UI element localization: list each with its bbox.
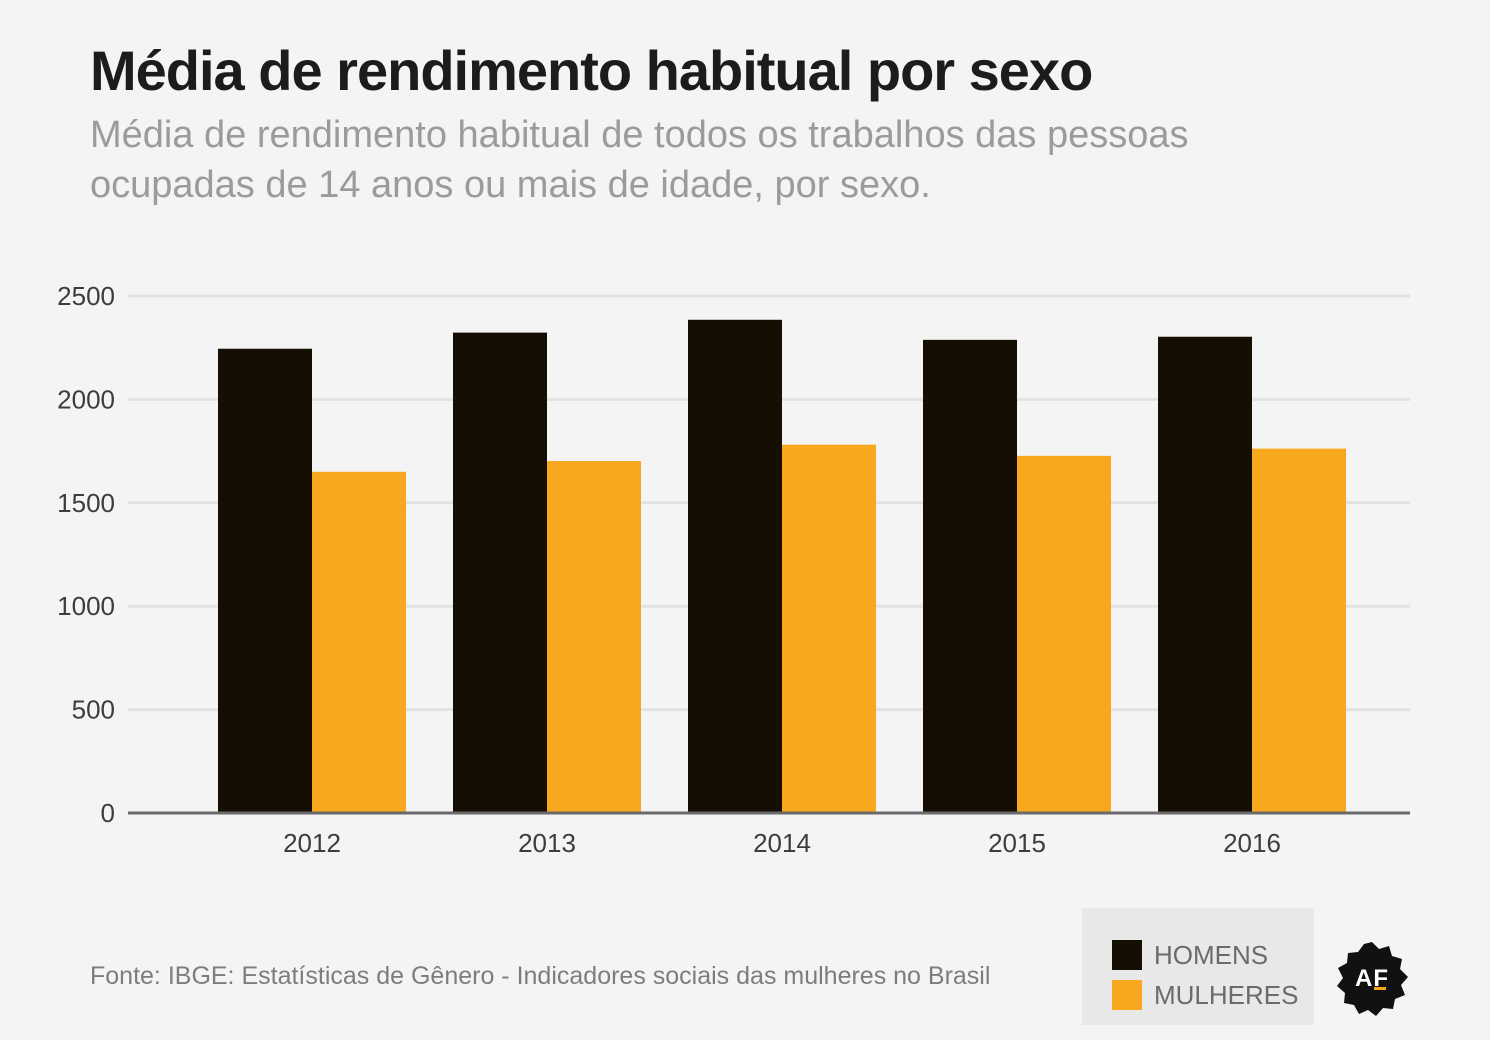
legend-label-homens: HOMENS bbox=[1154, 939, 1269, 970]
bar-chart: 0 500 1000 1500 2000 2500 2012 2013 2014 2015 2016 bbox=[57, 281, 1410, 858]
logo: AF bbox=[1334, 941, 1410, 1017]
bar-homens bbox=[218, 348, 312, 813]
legend-item-homens: HOMENS bbox=[1112, 940, 1268, 970]
legend-swatch-homens bbox=[1112, 940, 1142, 970]
legend-swatch-mulheres bbox=[1112, 980, 1142, 1010]
source-note: Fonte: IBGE: Estatísticas de Gênero - In… bbox=[90, 962, 991, 990]
y-tick-label: 2500 bbox=[57, 281, 115, 311]
bar-mulheres bbox=[1017, 455, 1111, 813]
chart-subtitle: Média de rendimento habitual de todos os… bbox=[90, 114, 1189, 206]
bar-homens bbox=[453, 332, 547, 813]
bar-mulheres bbox=[782, 444, 876, 813]
bar-mulheres bbox=[547, 461, 641, 813]
y-tick-label: 500 bbox=[72, 695, 115, 725]
y-tick-label: 2000 bbox=[57, 384, 115, 414]
y-tick-label: 1500 bbox=[57, 488, 115, 518]
legend-label-mulheres: MULHERES bbox=[1154, 979, 1299, 1010]
bar-mulheres bbox=[1252, 448, 1346, 813]
y-tick-label: 1000 bbox=[57, 591, 115, 621]
chart-title: Média de rendimento habitual por sexo bbox=[90, 39, 1093, 102]
bar-mulheres bbox=[312, 471, 406, 813]
y-tick-label: 0 bbox=[101, 798, 115, 828]
x-tick-label: 2016 bbox=[1223, 828, 1281, 858]
legend-item-mulheres: MULHERES bbox=[1112, 980, 1298, 1010]
bar-homens bbox=[923, 339, 1017, 813]
logo-badge-icon bbox=[1337, 942, 1408, 1016]
x-tick-label: 2013 bbox=[518, 828, 576, 858]
x-tick-label: 2015 bbox=[988, 828, 1046, 858]
legend: HOMENS MULHERES bbox=[1082, 908, 1314, 1025]
x-tick-label: 2012 bbox=[283, 828, 341, 858]
bar-homens bbox=[688, 319, 782, 813]
logo-text: AF bbox=[1355, 965, 1389, 992]
bar-homens bbox=[1158, 336, 1252, 813]
x-tick-label: 2014 bbox=[753, 828, 811, 858]
